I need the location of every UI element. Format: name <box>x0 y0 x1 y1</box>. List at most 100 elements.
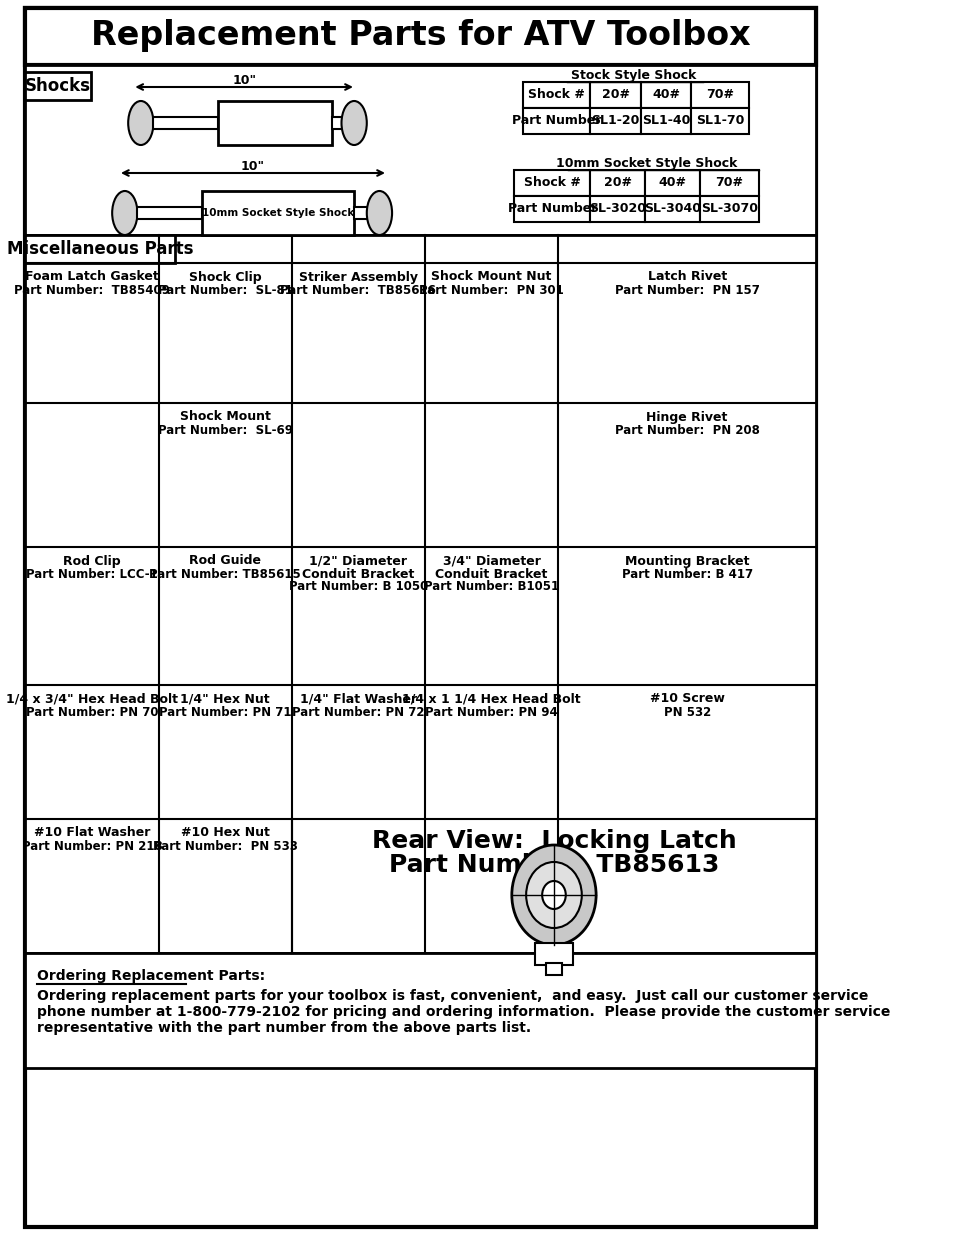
Text: Part Number:  PN 157: Part Number: PN 157 <box>614 284 759 296</box>
Bar <box>514 196 590 222</box>
Ellipse shape <box>366 191 392 235</box>
Bar <box>700 170 758 196</box>
Circle shape <box>526 862 581 927</box>
Text: Latch Rivet: Latch Rivet <box>647 270 726 284</box>
Text: PN 532: PN 532 <box>663 705 710 719</box>
Bar <box>136 207 202 219</box>
Bar <box>590 107 640 135</box>
Text: Part Number: TB85615: Part Number: TB85615 <box>149 568 301 580</box>
Text: Striker Assembly: Striker Assembly <box>298 270 417 284</box>
Text: Part Number: PN 94: Part Number: PN 94 <box>425 705 558 719</box>
Text: Part Number:  TB85409: Part Number: TB85409 <box>14 284 170 296</box>
Text: Conduit Bracket: Conduit Bracket <box>302 568 415 580</box>
Bar <box>522 107 590 135</box>
Bar <box>691 82 748 107</box>
Text: SL-3070: SL-3070 <box>700 203 757 215</box>
Text: Shocks: Shocks <box>25 77 91 95</box>
Text: Part Number:  SL-69: Part Number: SL-69 <box>157 424 293 436</box>
Bar <box>590 82 640 107</box>
Bar <box>26 235 816 953</box>
Text: #10 Screw: #10 Screw <box>649 693 724 705</box>
Text: Miscellaneous Parts: Miscellaneous Parts <box>7 240 193 258</box>
Text: Ordering Replacement Parts:: Ordering Replacement Parts: <box>37 969 265 983</box>
Bar <box>644 196 700 222</box>
Text: 10": 10" <box>233 74 256 86</box>
Bar <box>26 65 816 235</box>
Text: Part Number:  PN 301: Part Number: PN 301 <box>418 284 563 296</box>
Text: 40#: 40# <box>658 177 686 189</box>
Text: Part Number:  TB85616: Part Number: TB85616 <box>280 284 436 296</box>
Text: SL1-20: SL1-20 <box>591 115 639 127</box>
Bar <box>644 170 700 196</box>
Text: 1/4" Flat Washer: 1/4" Flat Washer <box>299 693 416 705</box>
Text: 20#: 20# <box>603 177 631 189</box>
Circle shape <box>541 881 565 909</box>
Text: Shock Clip: Shock Clip <box>189 270 261 284</box>
Text: #10 Hex Nut: #10 Hex Nut <box>180 826 270 840</box>
Bar <box>640 82 691 107</box>
Text: Part Number: B 417: Part Number: B 417 <box>621 568 752 580</box>
Text: Replacement Parts for ATV Toolbox: Replacement Parts for ATV Toolbox <box>91 19 750 52</box>
Text: Foam Latch Gasket: Foam Latch Gasket <box>25 270 158 284</box>
Text: Hinge Rivet: Hinge Rivet <box>646 410 727 424</box>
Text: Part Number: PN 71: Part Number: PN 71 <box>159 705 291 719</box>
Bar <box>26 7 816 65</box>
Text: Part Number: LCC-1: Part Number: LCC-1 <box>26 568 157 580</box>
Text: Ordering replacement parts for your toolbox is fast, convenient,  and easy.  Jus: Ordering replacement parts for your tool… <box>37 989 889 1035</box>
Ellipse shape <box>341 101 366 144</box>
Bar <box>640 107 691 135</box>
Text: Rod Clip: Rod Clip <box>63 555 121 568</box>
Text: 40#: 40# <box>652 89 679 101</box>
Bar <box>691 107 748 135</box>
Text: Part Number: Part Number <box>507 203 597 215</box>
Text: Part Number: PN 70: Part Number: PN 70 <box>26 705 158 719</box>
Text: Conduit Bracket: Conduit Bracket <box>435 568 547 580</box>
Text: Shock #: Shock # <box>528 89 584 101</box>
Text: Shock Mount: Shock Mount <box>179 410 271 424</box>
Ellipse shape <box>112 191 137 235</box>
Bar <box>514 170 590 196</box>
Text: Part Number: B1051: Part Number: B1051 <box>423 580 558 594</box>
Text: Shock #: Shock # <box>523 177 580 189</box>
Text: 1/2" Diameter: 1/2" Diameter <box>309 555 407 568</box>
Text: 1/4 x 3/4" Hex Head Bolt: 1/4 x 3/4" Hex Head Bolt <box>6 693 178 705</box>
Text: 1/4 x 1 1/4 Hex Head Bolt: 1/4 x 1 1/4 Hex Head Bolt <box>402 693 580 705</box>
Text: 1/4" Hex Nut: 1/4" Hex Nut <box>180 693 270 705</box>
Circle shape <box>511 845 596 945</box>
Bar <box>218 101 332 144</box>
Bar <box>202 191 354 235</box>
Bar <box>700 196 758 222</box>
Text: Part Number:  SL-81: Part Number: SL-81 <box>157 284 293 296</box>
Bar <box>590 170 644 196</box>
Text: SL1-70: SL1-70 <box>695 115 743 127</box>
Bar <box>152 117 218 128</box>
Text: Rear View:  Locking Latch: Rear View: Locking Latch <box>372 829 736 853</box>
Text: SL-3020: SL-3020 <box>589 203 645 215</box>
Text: #10 Flat Washer: #10 Flat Washer <box>33 826 150 840</box>
Text: Stock Style Shock: Stock Style Shock <box>571 68 696 82</box>
Text: SL1-40: SL1-40 <box>641 115 690 127</box>
Bar <box>354 207 373 219</box>
Bar <box>26 235 175 263</box>
Text: Part Number: PN 72: Part Number: PN 72 <box>292 705 424 719</box>
Text: 70#: 70# <box>715 177 742 189</box>
Text: 20#: 20# <box>601 89 629 101</box>
Text: 3/4" Diameter: 3/4" Diameter <box>442 555 540 568</box>
Text: Part Number:  PN 208: Part Number: PN 208 <box>614 424 759 436</box>
Text: Mounting Bracket: Mounting Bracket <box>624 555 749 568</box>
Bar <box>546 963 561 974</box>
Text: 10mm Socket Style Shock: 10mm Socket Style Shock <box>202 207 355 219</box>
Bar <box>26 953 816 1068</box>
Bar <box>535 944 572 965</box>
Bar <box>26 72 91 100</box>
Text: 10": 10" <box>241 159 265 173</box>
Text: 10mm Socket Style Shock: 10mm Socket Style Shock <box>556 157 737 169</box>
Text: SL-3040: SL-3040 <box>643 203 700 215</box>
Ellipse shape <box>128 101 153 144</box>
Bar <box>293 820 815 952</box>
Text: Part Number: PN 218: Part Number: PN 218 <box>22 840 162 852</box>
Text: Part Number:  PN 533: Part Number: PN 533 <box>152 840 297 852</box>
Bar <box>522 82 590 107</box>
Text: Part Number: Part Number <box>511 115 600 127</box>
Text: 70#: 70# <box>705 89 733 101</box>
